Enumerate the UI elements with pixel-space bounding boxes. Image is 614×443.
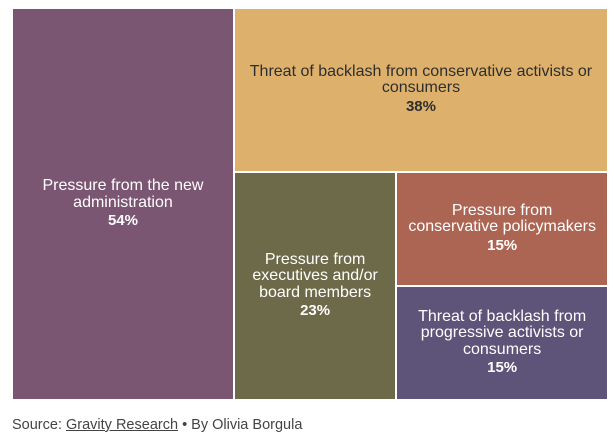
tile-category-label: Threat of backlash from conservative act… bbox=[249, 62, 593, 97]
source-label: Source: bbox=[12, 417, 62, 433]
chart-footer: Source: Gravity Research • By Olivia Bor… bbox=[12, 416, 302, 434]
tile-value-label: 15% bbox=[487, 359, 518, 377]
byline: • By Olivia Borgula bbox=[182, 417, 303, 433]
tile-text-group: Threat of backlash from conservative act… bbox=[245, 62, 597, 116]
tile-category-label: Threat of backlash from progressive acti… bbox=[418, 307, 587, 358]
treemap-tile-pressure-from-conservative-policymakers: Pressure from conservative policymakers 1… bbox=[397, 172, 607, 285]
tile-value-label: 38% bbox=[405, 97, 436, 115]
tile-text-group: Threat of backlash from progressive acti… bbox=[407, 307, 597, 378]
tile-category-label: Pressure from the new administration bbox=[42, 177, 204, 211]
tile-category-label: Pressure from executives and/or board me… bbox=[252, 250, 378, 301]
treemap-tile-threat-of-backlash-from-progressive-activists-or-consumers: Threat of backlash from progressive acti… bbox=[397, 286, 607, 399]
treemap-plot-area: Pressure from the new administration 54% T… bbox=[13, 9, 607, 399]
tile-text-group: Pressure from conservative policymakers 1… bbox=[407, 201, 597, 255]
treemap-tile-threat-of-backlash-from-conservative-activists-or-consumers: Threat of backlash from conservative act… bbox=[234, 9, 607, 171]
tile-text-group: Pressure from the new administration 54% bbox=[23, 177, 223, 230]
tile-category-label: Pressure from conservative policymakers bbox=[408, 201, 596, 236]
tile-value-label: 15% bbox=[487, 236, 518, 254]
tile-value-label: 23% bbox=[300, 302, 331, 320]
tile-text-group: Pressure from executives and/or board me… bbox=[245, 250, 385, 321]
treemap-tile-pressure-from-the-new-administration: Pressure from the new administration 54% bbox=[13, 9, 233, 399]
treemap-tile-pressure-from-executives-and-or-board-members: Pressure from executives and/or board me… bbox=[234, 172, 396, 399]
tile-value-label: 54% bbox=[107, 212, 138, 229]
source-link[interactable]: Gravity Research bbox=[66, 417, 179, 433]
